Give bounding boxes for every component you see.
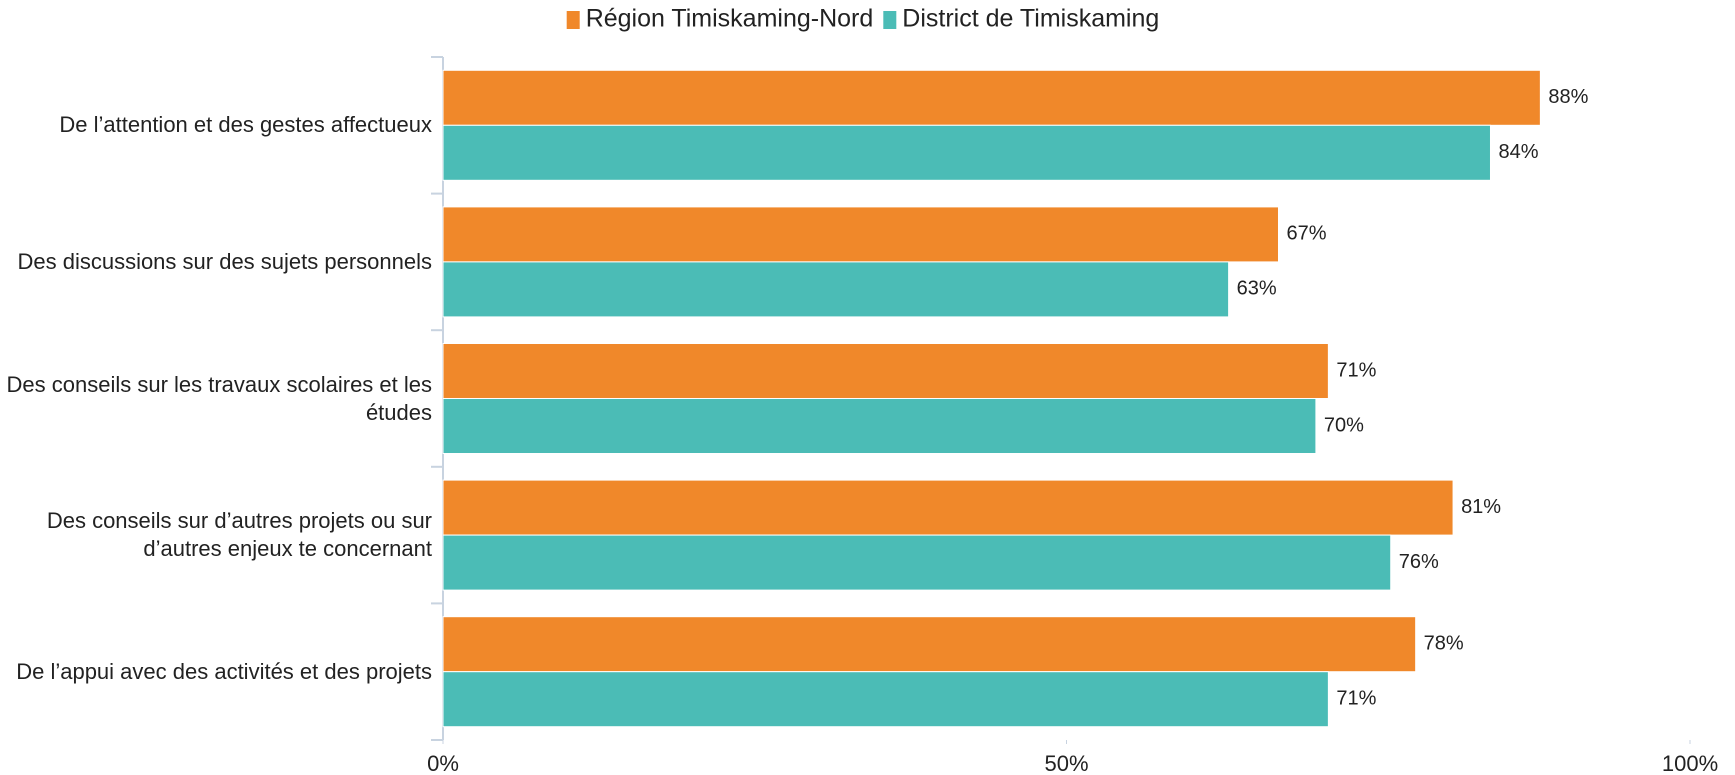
legend-label: District de Timiskaming: [902, 5, 1159, 33]
bar: [442, 534, 1392, 591]
value-label: 78%: [1424, 632, 1464, 654]
value-label: 81%: [1461, 496, 1501, 518]
value-label: 71%: [1336, 359, 1376, 381]
legend-label: Région Timiskaming-Nord: [586, 5, 874, 33]
bar: [442, 261, 1230, 318]
category-label: Des discussions sur des sujets personnel…: [17, 248, 432, 274]
bar: [442, 616, 1417, 673]
category-label: Des conseils sur d’autres projets ou sur…: [46, 508, 432, 562]
bar: [442, 479, 1454, 536]
bar: [442, 671, 1329, 728]
bar: [442, 206, 1279, 263]
category-label: De l’appui avec des activités et des pro…: [16, 658, 432, 684]
bar: [442, 69, 1541, 126]
value-label: 76%: [1399, 551, 1439, 573]
bar: [442, 343, 1329, 399]
value-label: 84%: [1498, 141, 1538, 163]
value-label: 67%: [1286, 223, 1326, 245]
bar: [442, 124, 1491, 181]
x-tick-label: 50%: [1044, 751, 1088, 775]
x-tick-label: 100%: [1662, 751, 1718, 775]
legend-swatch: [566, 11, 580, 29]
value-label: 88%: [1548, 86, 1588, 108]
legend-swatch: [883, 11, 897, 29]
category-label: Des conseils sur les travaux scolaires e…: [6, 371, 433, 425]
value-label: 63%: [1237, 278, 1277, 300]
value-label: 71%: [1336, 687, 1376, 709]
category-label: De l’attention et des gestes affectueux: [59, 112, 432, 138]
x-tick-label: 0%: [427, 751, 459, 775]
bar: [442, 398, 1317, 454]
value-label: 70%: [1324, 414, 1364, 436]
